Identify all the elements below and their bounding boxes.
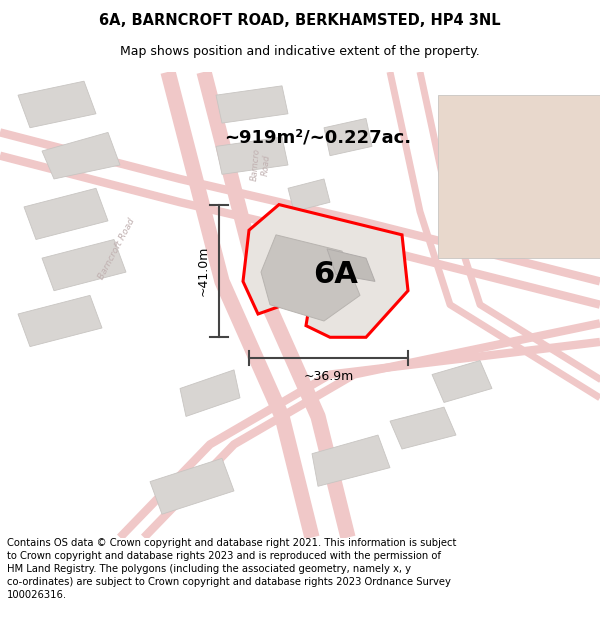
Text: ~36.9m: ~36.9m <box>304 370 353 383</box>
Polygon shape <box>261 235 360 321</box>
Text: Barncro
Road: Barncro Road <box>250 148 272 182</box>
Polygon shape <box>42 132 120 179</box>
Polygon shape <box>18 81 96 127</box>
Text: Contains OS data © Crown copyright and database right 2021. This information is : Contains OS data © Crown copyright and d… <box>7 538 457 600</box>
Polygon shape <box>18 296 102 347</box>
Polygon shape <box>42 239 126 291</box>
Text: ~41.0m: ~41.0m <box>197 246 210 296</box>
Polygon shape <box>438 95 600 258</box>
Text: Map shows position and indicative extent of the property.: Map shows position and indicative extent… <box>120 44 480 58</box>
Polygon shape <box>243 204 408 338</box>
Polygon shape <box>24 188 108 239</box>
Polygon shape <box>216 86 288 123</box>
Polygon shape <box>180 370 240 416</box>
Polygon shape <box>216 137 288 174</box>
Polygon shape <box>327 249 375 281</box>
Polygon shape <box>432 361 492 403</box>
Polygon shape <box>390 407 456 449</box>
Polygon shape <box>324 119 372 156</box>
Text: 6A: 6A <box>314 260 358 289</box>
Text: 6A, BARNCROFT ROAD, BERKHAMSTED, HP4 3NL: 6A, BARNCROFT ROAD, BERKHAMSTED, HP4 3NL <box>99 13 501 28</box>
Polygon shape <box>288 179 330 211</box>
Polygon shape <box>312 435 390 486</box>
Text: Barncroft Road: Barncroft Road <box>97 217 137 281</box>
Text: ~919m²/~0.227ac.: ~919m²/~0.227ac. <box>224 128 412 146</box>
Polygon shape <box>150 458 234 514</box>
